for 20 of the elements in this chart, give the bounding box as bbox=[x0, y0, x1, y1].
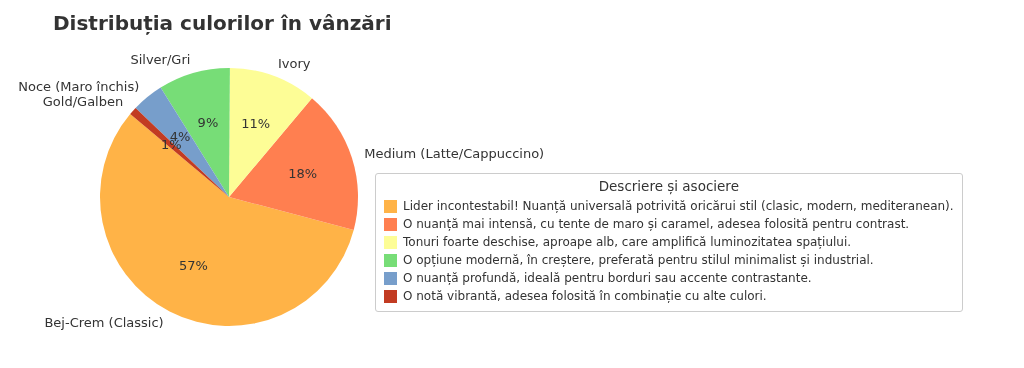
text: Tonuri foarte deschise, aproape alb, care amplifică luminozitatea spațiului. bbox=[403, 235, 852, 249]
data-label: 9% bbox=[197, 114, 219, 130]
slice-label: Silver/Gri bbox=[130, 52, 191, 68]
slice-label: Medium (Latte/Cappuccino) bbox=[364, 146, 545, 162]
data-label: 11% bbox=[241, 116, 271, 132]
pie-slice bbox=[160, 68, 230, 197]
pie-slice bbox=[229, 98, 358, 230]
text: O nuanță profundă, ideală pentru borduri sau accente contrastante. bbox=[403, 271, 812, 285]
slice-label: Noce (Maro închis) bbox=[18, 79, 140, 95]
text: O opțiune modernă, în creștere, preferată pentru stilul minimalist și industrial. bbox=[403, 253, 874, 267]
slice-label: Bej-Crem (Classic) bbox=[44, 314, 164, 330]
data-label: 57% bbox=[178, 257, 208, 273]
slice-label: Gold/Galben bbox=[42, 94, 124, 110]
chart-title: Distribuția culorilor în vânzări bbox=[53, 11, 392, 35]
legend-title: Descriere și asociere bbox=[597, 178, 740, 194]
data-label: 18% bbox=[288, 165, 318, 181]
text: Lider incontestabil! Nuanță universală potrivită oricărui stil (clasic, modern, mediteranean). bbox=[403, 199, 954, 213]
text: O notă vibrantă, adesea folosită în combinație cu alte culori. bbox=[403, 289, 767, 303]
slice-label: Ivory bbox=[278, 55, 311, 71]
text: O nuanță mai intensă, cu tente de maro și caramel, adesea folosită pentru contrast. bbox=[403, 217, 910, 231]
